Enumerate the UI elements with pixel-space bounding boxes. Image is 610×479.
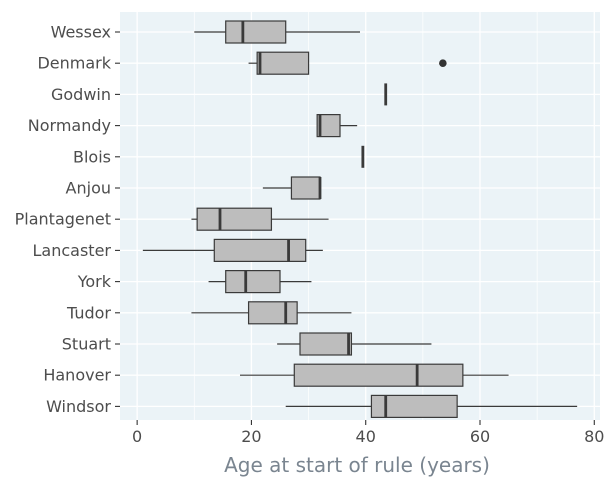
box-iqr — [290, 176, 321, 200]
box-anjou — [262, 176, 322, 200]
box-lancaster — [142, 238, 323, 262]
box-windsor — [285, 394, 578, 418]
box-iqr — [225, 270, 281, 294]
x-tick-label: 0 — [132, 427, 142, 446]
box-iqr — [247, 301, 298, 325]
box-hanover — [240, 363, 509, 387]
category-label: Lancaster — [33, 241, 112, 260]
category-label: Wessex — [51, 23, 111, 42]
category-label: Plantagenet — [15, 210, 111, 229]
outlier-point — [439, 59, 447, 67]
box-tudor — [191, 301, 352, 325]
box-wessex — [194, 20, 360, 44]
category-label: Normandy — [28, 116, 111, 135]
box-stuart — [277, 332, 432, 356]
box-iqr — [316, 113, 341, 138]
box-york — [208, 270, 312, 294]
x-axis-title: Age at start of rule (years) — [224, 453, 490, 477]
plot-panel — [120, 12, 600, 420]
category-label: Tudor — [66, 303, 111, 322]
box-iqr — [370, 394, 458, 418]
category-label: Windsor — [46, 397, 111, 416]
x-tick-label: 60 — [470, 427, 490, 446]
box-iqr — [213, 238, 307, 262]
box-iqr — [225, 20, 287, 44]
box-iqr — [299, 332, 353, 356]
x-tick-label: 80 — [584, 427, 604, 446]
box-iqr — [256, 51, 310, 75]
category-label: Anjou — [66, 179, 111, 198]
x-tick-label: 20 — [241, 427, 261, 446]
category-label: Godwin — [51, 85, 111, 104]
x-axis: 0 20 40 60 80 — [132, 420, 604, 446]
category-label: Blois — [73, 147, 111, 166]
box-normandy — [316, 113, 358, 138]
box-iqr — [293, 363, 464, 387]
box-plantagenet — [191, 207, 329, 231]
category-label: Hanover — [43, 366, 111, 385]
category-label: Denmark — [37, 54, 111, 73]
x-tick-label: 40 — [356, 427, 376, 446]
box-iqr — [196, 207, 273, 231]
category-axis: Wessex Denmark Godwin Normandy Blois Anjou Pla… — [15, 23, 120, 416]
boxes-layer — [142, 20, 578, 418]
category-label: York — [77, 272, 112, 291]
category-label: Stuart — [62, 335, 111, 354]
box-denmark — [248, 51, 447, 75]
